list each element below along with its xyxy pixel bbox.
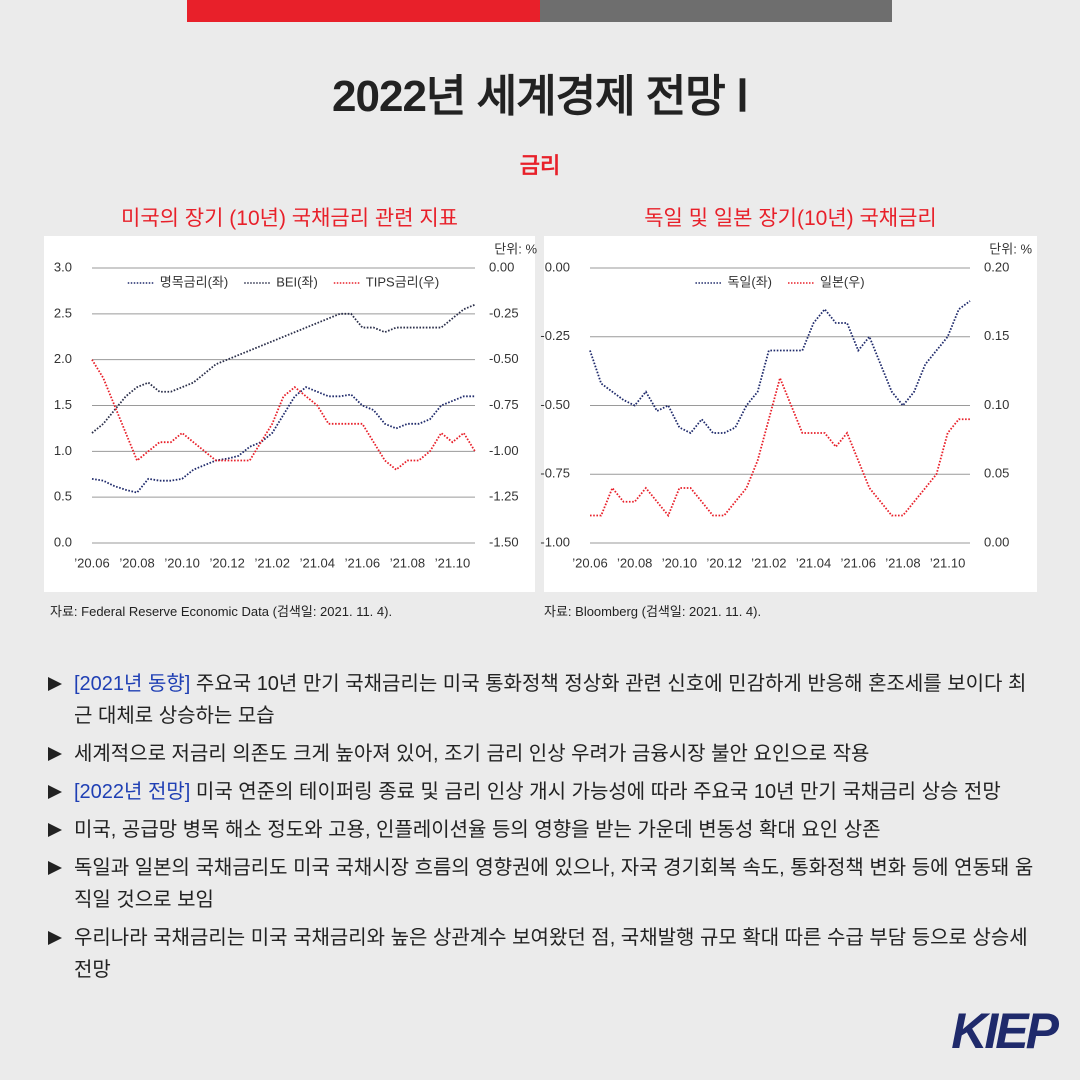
y2-tick-label: -1.50 (489, 534, 519, 549)
x-tick-label: ’21.10 (435, 555, 470, 570)
x-tick-label: ’21.02 (751, 555, 786, 570)
x-tick-label: ’20.10 (164, 555, 199, 570)
bullet: 미국, 공급망 병목 해소 정도와 고용, 인플레이션율 등의 영향을 받는 가… (48, 814, 1044, 846)
y2-tick-label: -0.25 (489, 305, 519, 320)
y2-tick-label: 0.00 (489, 259, 514, 274)
y-tick-label: 1.0 (54, 443, 72, 458)
bullet-tag: [2021년 동향] (74, 673, 191, 695)
bullet-text: 미국, 공급망 병목 해소 정도와 고용, 인플레이션율 등의 영향을 받는 가… (74, 819, 881, 841)
legend-label: 일본(우) (820, 274, 865, 289)
bullet: [2022년 전망] 미국 연준의 테이퍼링 종료 및 금리 인상 개시 가능성… (48, 776, 1044, 808)
y-tick-label: -1.00 (540, 534, 570, 549)
y-tick-label: -0.25 (540, 328, 570, 343)
y2-tick-label: -0.50 (489, 351, 519, 366)
y-tick-label: 0.0 (54, 534, 72, 549)
bullet: 세계적으로 저금리 의존도 크게 높아져 있어, 조기 금리 인상 우려가 금융… (48, 738, 1044, 770)
x-tick-label: ’21.06 (345, 555, 380, 570)
section: 금리 (519, 153, 561, 178)
y2-tick-label: 0.10 (984, 397, 1009, 412)
series-line (91, 359, 476, 471)
legend-label: BEI(좌) (276, 274, 318, 289)
series-line (91, 303, 476, 434)
y-tick-label: 2.0 (54, 351, 72, 366)
y2-tick-label: 0.00 (984, 534, 1009, 549)
x-tick-label: ’20.12 (209, 555, 244, 570)
bar-grey (540, 0, 892, 22)
bullet-text: 독일과 일본의 국채금리도 미국 국채시장 흐름의 영향권에 있으나, 자국 경… (74, 857, 1034, 911)
bullet: [2021년 동향] 주요국 10년 만기 국채금리는 미국 통화정책 정상화 … (48, 668, 1044, 732)
x-tick-label: ’20.06 (74, 555, 109, 570)
x-tick-label: ’21.08 (885, 555, 920, 570)
panel (544, 236, 1037, 592)
bar-red (187, 0, 540, 22)
unit: 단위: % (989, 241, 1032, 256)
y-tick-label: 0.00 (545, 259, 570, 274)
title: 2022년 세계경제 전망 Ⅰ (332, 72, 749, 121)
bullet-text: 미국 연준의 테이퍼링 종료 및 금리 인상 개시 가능성에 따라 주요국 10… (190, 781, 1001, 803)
series-line (589, 300, 971, 435)
x-tick-label: ’21.08 (390, 555, 425, 570)
y-tick-label: -0.75 (540, 466, 570, 481)
y-tick-label: 0.5 (54, 489, 72, 504)
legend-label: 명목금리(좌) (160, 274, 228, 289)
bullet-text: 세계적으로 저금리 의존도 크게 높아져 있어, 조기 금리 인상 우려가 금융… (74, 743, 870, 765)
bullet-tag: [2022년 전망] (74, 781, 191, 803)
x-tick-label: ’20.08 (617, 555, 652, 570)
y-tick-label: -0.50 (540, 397, 570, 412)
y2-tick-label: -0.75 (489, 397, 519, 412)
x-tick-label: ’20.12 (706, 555, 741, 570)
y-tick-label: 1.5 (54, 397, 72, 412)
legend-label: 독일(좌) (727, 274, 772, 289)
y2-tick-label: 0.05 (984, 466, 1009, 481)
y-tick-label: 3.0 (54, 259, 72, 274)
bullet-text: 우리나라 국채금리는 미국 국채금리와 높은 상관계수 보여왔던 점, 국채발행… (74, 927, 1028, 981)
y2-tick-label: -1.00 (489, 443, 519, 458)
chart-title: 미국의 장기 (10년) 국채금리 관련 지표 (121, 207, 458, 230)
y2-tick-label: -1.25 (489, 489, 519, 504)
panel (44, 236, 535, 592)
bullet: 독일과 일본의 국채금리도 미국 국채시장 흐름의 영향권에 있으나, 자국 경… (48, 852, 1044, 916)
bullet-text: 주요국 10년 만기 국채금리는 미국 통화정책 정상화 관련 신호에 민감하게… (74, 673, 1027, 727)
series-line (590, 375, 970, 518)
x-tick-label: ’20.08 (119, 555, 154, 570)
y2-tick-label: 0.20 (984, 259, 1009, 274)
chart-title: 독일 및 일본 장기(10년) 국채금리 (644, 207, 937, 230)
logo: KIEP (951, 1003, 1059, 1059)
x-tick-label: ’21.06 (841, 555, 876, 570)
source: 자료: Bloomberg (검색일: 2021. 11. 4). (544, 604, 762, 619)
bullet: 우리나라 국채금리는 미국 국채금리와 높은 상관계수 보여왔던 점, 국채발행… (48, 922, 1044, 986)
source: 자료: Federal Reserve Economic Data (검색일: … (50, 604, 393, 619)
x-tick-label: ’21.04 (300, 555, 335, 570)
x-tick-label: ’21.10 (930, 555, 965, 570)
x-tick-label: ’21.04 (796, 555, 831, 570)
y-tick-label: 2.5 (54, 305, 72, 320)
legend-label: TIPS금리(우) (366, 274, 439, 289)
x-tick-label: ’20.10 (662, 555, 697, 570)
charts: 0.0 0.5 1.0 1.5 2.0 2.5 3.0 -1.50 -1.25 -1.00 -0.7… (44, 236, 1037, 592)
y2-tick-label: 0.15 (984, 328, 1009, 343)
x-tick-label: ’21.02 (255, 555, 290, 570)
unit: 단위: % (494, 241, 537, 256)
x-tick-label: ’20.06 (572, 555, 607, 570)
